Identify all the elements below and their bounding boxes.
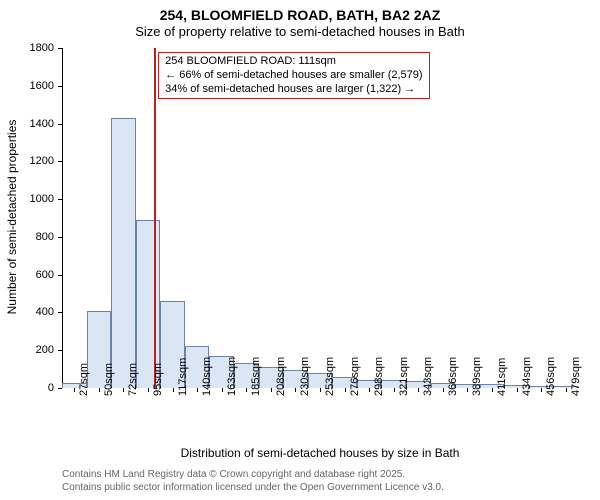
x-tick-mark: [345, 388, 346, 392]
y-tick-mark: [58, 86, 62, 87]
x-tick-mark: [467, 388, 468, 392]
x-tick-mark: [369, 388, 370, 392]
x-tick-label: 95sqm: [152, 363, 164, 396]
x-tick-label: 185sqm: [250, 357, 262, 396]
y-tick-label: 1400: [0, 118, 54, 130]
y-tick-label: 600: [0, 269, 54, 281]
x-tick-label: 298sqm: [373, 357, 385, 396]
x-tick-label: 389sqm: [471, 357, 483, 396]
x-tick-mark: [492, 388, 493, 392]
y-tick-mark: [58, 388, 62, 389]
annotation-line-2: ← 66% of semi-detached houses are smalle…: [165, 69, 422, 83]
annotation-box: 254 BLOOMFIELD ROAD: 111sqm← 66% of semi…: [158, 52, 429, 99]
x-tick-mark: [74, 388, 75, 392]
x-tick-mark: [394, 388, 395, 392]
y-tick-mark: [58, 48, 62, 49]
y-tick-mark: [58, 237, 62, 238]
y-tick-mark: [58, 124, 62, 125]
x-tick-label: 27sqm: [78, 363, 90, 396]
x-tick-label: 117sqm: [177, 358, 189, 396]
x-tick-label: 72sqm: [127, 363, 139, 396]
x-tick-mark: [295, 388, 296, 392]
y-tick-label: 800: [0, 231, 54, 243]
chart-title: 254, BLOOMFIELD ROAD, BATH, BA2 2AZ: [0, 0, 600, 24]
credits-line-2: Contains public sector information licen…: [62, 481, 444, 494]
annotation-line-3: 34% of semi-detached houses are larger (…: [165, 83, 422, 97]
y-tick-label: 0: [0, 382, 54, 394]
y-tick-mark: [58, 350, 62, 351]
y-tick-mark: [58, 161, 62, 162]
y-tick-label: 1000: [0, 193, 54, 205]
histogram-bar: [111, 118, 136, 388]
x-tick-label: 479sqm: [570, 357, 582, 396]
x-tick-mark: [173, 388, 174, 392]
x-tick-label: 230sqm: [299, 357, 311, 396]
y-tick-mark: [58, 199, 62, 200]
x-tick-mark: [271, 388, 272, 392]
x-axis-label: Distribution of semi-detached houses by …: [62, 446, 578, 460]
y-tick-mark: [58, 312, 62, 313]
x-tick-mark: [99, 388, 100, 392]
y-tick-label: 1200: [0, 155, 54, 167]
y-axis-label: Number of semi-detached properties: [5, 47, 19, 387]
x-tick-label: 321sqm: [398, 357, 410, 396]
x-tick-mark: [541, 388, 542, 392]
y-tick-label: 400: [0, 306, 54, 318]
x-tick-mark: [197, 388, 198, 392]
x-tick-mark: [148, 388, 149, 392]
annotation-line-1: 254 BLOOMFIELD ROAD: 111sqm: [165, 55, 422, 69]
x-tick-label: 411sqm: [496, 358, 508, 396]
x-tick-label: 50sqm: [103, 363, 115, 396]
x-tick-label: 343sqm: [422, 357, 434, 396]
x-tick-mark: [246, 388, 247, 392]
x-tick-label: 276sqm: [349, 357, 361, 396]
x-tick-label: 434sqm: [521, 357, 533, 396]
x-tick-label: 208sqm: [275, 357, 287, 396]
x-tick-mark: [517, 388, 518, 392]
chart-root: 254, BLOOMFIELD ROAD, BATH, BA2 2AZ Size…: [0, 0, 600, 500]
x-tick-mark: [443, 388, 444, 392]
credits-line-1: Contains HM Land Registry data © Crown c…: [62, 468, 444, 481]
y-tick-mark: [58, 275, 62, 276]
x-tick-mark: [320, 388, 321, 392]
y-tick-label: 1800: [0, 42, 54, 54]
credits-block: Contains HM Land Registry data © Crown c…: [62, 468, 444, 494]
x-tick-label: 140sqm: [201, 357, 213, 396]
x-tick-mark: [123, 388, 124, 392]
y-tick-label: 200: [0, 344, 54, 356]
x-tick-mark: [566, 388, 567, 392]
x-tick-label: 456sqm: [545, 357, 557, 396]
x-tick-label: 163sqm: [226, 357, 238, 396]
x-tick-mark: [418, 388, 419, 392]
chart-subtitle: Size of property relative to semi-detach…: [0, 24, 600, 41]
property-marker-line: [154, 48, 156, 388]
x-tick-mark: [222, 388, 223, 392]
x-tick-label: 253sqm: [324, 357, 336, 396]
y-axis-line: [62, 48, 63, 388]
y-tick-label: 1600: [0, 80, 54, 92]
x-tick-label: 366sqm: [447, 357, 459, 396]
